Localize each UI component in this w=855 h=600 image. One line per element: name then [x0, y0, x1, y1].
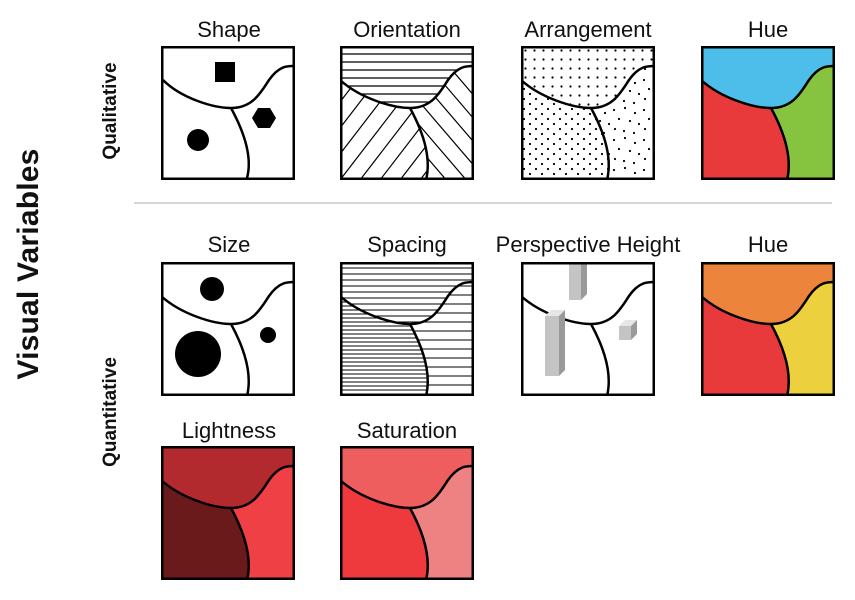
large-circle — [175, 331, 221, 377]
short-column-bar — [619, 320, 637, 340]
panel-title-saturation: Saturation — [356, 418, 458, 443]
map-shape — [161, 46, 295, 180]
circle-symbol — [187, 129, 209, 151]
hexagon-symbol — [252, 108, 276, 128]
map-orientation — [340, 46, 474, 180]
panel-title-lightness: Lightness — [181, 418, 277, 443]
panel-title-arrangement: Arrangement — [524, 17, 652, 42]
medium-circle — [200, 277, 224, 301]
row-divider — [134, 202, 832, 204]
map-size — [161, 262, 295, 396]
panel-title-size: Size — [207, 232, 251, 257]
panel-title-hue-quantitative: Hue — [747, 232, 789, 257]
panel-title-orientation: Orientation — [353, 17, 461, 42]
tall-column-bar — [545, 310, 565, 376]
panel-title-spacing: Spacing — [367, 232, 447, 257]
small-circle — [260, 327, 276, 343]
panel-title-perspective-height: Perspective Height — [495, 232, 681, 257]
row-label-quantitative: Quantitative — [100, 357, 121, 467]
map-spacing — [340, 262, 474, 396]
main-title: Visual Variables — [0, 0, 60, 600]
map-perspective-height — [521, 262, 655, 396]
main-title-text: Visual Variables — [12, 148, 45, 380]
map-saturation — [340, 446, 474, 580]
medium-column-bar — [569, 262, 587, 300]
map-lightness — [161, 446, 295, 580]
panel-title-shape: Shape — [197, 17, 261, 42]
map-hue-quantitative — [701, 262, 835, 396]
row-label-qualitative: Qualitative — [100, 62, 121, 160]
panel-title-hue-qualitative: Hue — [747, 17, 789, 42]
square-symbol — [215, 62, 235, 82]
map-hue-qualitative — [701, 46, 835, 180]
map-arrangement — [521, 46, 655, 180]
